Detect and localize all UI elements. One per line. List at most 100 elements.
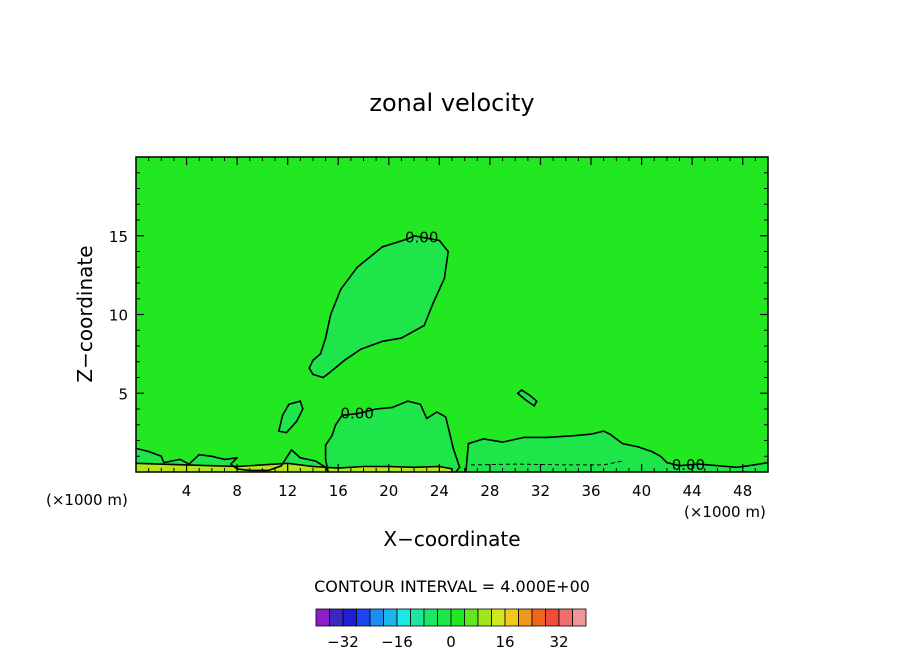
contour-line-segment	[650, 450, 662, 458]
contour-line-segment	[285, 420, 298, 434]
colorbar-swatch	[356, 608, 371, 627]
contour-line-segment	[590, 430, 605, 436]
contour-label: 0.00	[405, 228, 438, 246]
contour-line-segment	[423, 302, 434, 327]
contour-line-segment	[230, 456, 238, 465]
contour-lines	[135, 235, 769, 473]
contour-line-segment	[360, 340, 384, 350]
negative-contour-line	[470, 460, 623, 466]
contour-line-segment	[277, 430, 288, 434]
contour-line-segment	[400, 324, 426, 339]
contour-region-small-oval	[517, 390, 537, 406]
colorbar-swatch	[369, 608, 384, 627]
colorbar-swatch	[504, 608, 519, 627]
contour-line-segment	[295, 408, 304, 423]
x-tick-label: 44	[683, 482, 702, 500]
contour-line-segment	[516, 389, 523, 395]
contour-line-segment	[147, 450, 163, 458]
contour-line-segment	[381, 238, 409, 248]
colorbar-tick-label: −16	[381, 633, 413, 651]
colorbar-swatch	[545, 608, 560, 627]
x-axis-label: X−coordinate	[383, 527, 520, 551]
contour-line-segment	[312, 353, 322, 362]
colorbar-swatch	[558, 608, 573, 627]
chart-title: zonal velocity	[369, 89, 534, 117]
contour-line-segment	[406, 400, 422, 406]
x-tick-label: 4	[182, 482, 192, 500]
contour-line-segment	[413, 235, 441, 242]
x-tick-label: 24	[430, 482, 449, 500]
y-tick-label: 10	[109, 307, 128, 325]
contour-line-segment	[520, 389, 530, 396]
y-tick-label: 15	[109, 228, 128, 246]
contour-line-segment	[324, 434, 333, 447]
x-tick-label: 20	[379, 482, 398, 500]
contour-line-segment	[716, 464, 738, 469]
contour-line-segment	[163, 458, 181, 464]
contour-line-segment	[381, 337, 403, 343]
contour-line-segment	[179, 458, 190, 465]
contour-region-surface-strip	[136, 463, 452, 472]
x-tick-label: 40	[632, 482, 651, 500]
contour-line-segment	[413, 465, 441, 469]
contour-line-segment	[223, 456, 238, 461]
contour-line-segment	[308, 359, 314, 369]
colorbar-tick-label: 32	[549, 633, 568, 651]
contour-line-segment	[290, 449, 302, 459]
contour-line-segment	[636, 445, 653, 453]
x-unit-left: (×1000 m)	[46, 491, 128, 509]
contour-line-segment	[314, 460, 327, 469]
contour-interval-text: CONTOUR INTERVAL = 4.000E+00	[314, 577, 590, 596]
contour-line-segment	[621, 442, 639, 448]
contour-line-segment	[299, 400, 304, 410]
contour-labels: 0.00 0.00 0.00	[340, 228, 705, 474]
contour-line-segment	[312, 373, 324, 379]
x-tick-label: 28	[480, 482, 499, 500]
x-unit-right: (×1000 m)	[684, 503, 766, 521]
contour-line-segment	[666, 461, 681, 467]
colorbar-swatch	[464, 608, 479, 627]
x-tick-label: 12	[278, 482, 297, 500]
colorbar-swatch	[437, 608, 452, 627]
contour-line-segment	[337, 465, 365, 469]
contour-line-segment	[467, 438, 485, 445]
contour-line-segment	[748, 461, 769, 467]
contour-line-segment	[524, 398, 536, 407]
contour-line-segment	[501, 436, 525, 443]
contour-line-segment	[328, 359, 346, 374]
plot-background	[136, 157, 768, 472]
contour-line-segment	[331, 423, 337, 437]
contour-line-segment	[312, 465, 340, 469]
colorbar-swatch	[491, 608, 506, 627]
contour-line-segment	[185, 464, 238, 468]
contour-label: 0.00	[672, 456, 705, 474]
contour-line-segment	[188, 453, 200, 465]
y-tick-label: 5	[118, 385, 128, 403]
colorbar-tick-label: 16	[495, 633, 514, 651]
contour-line-segment	[528, 393, 538, 402]
contour-line-segment	[334, 414, 343, 426]
contour-line-segment	[438, 239, 450, 253]
contour-line-segment	[356, 246, 384, 269]
contour-line-segment	[602, 430, 611, 436]
contour-line-segment	[277, 414, 284, 432]
contour-line-segment	[341, 412, 359, 417]
contour-line-segment	[448, 431, 455, 450]
contour-line-segment	[406, 235, 415, 240]
contour-line-segment	[329, 288, 342, 316]
colorbar-swatch	[410, 608, 425, 627]
contour-line-segment	[571, 433, 592, 437]
contour-line-segment	[444, 416, 451, 434]
colorbar-swatch	[477, 608, 492, 627]
contour-line-segment	[160, 455, 165, 464]
contour-line-segment	[356, 408, 378, 415]
contour-line-segment	[319, 337, 327, 355]
colorbar-swatch	[383, 608, 398, 627]
contour-line-segment	[343, 348, 362, 362]
colorbar-tick-label: −32	[327, 633, 359, 651]
contour-line-segment	[236, 462, 289, 468]
contour-line-segment	[391, 400, 409, 409]
colorbar-tick-label: 0	[446, 633, 456, 651]
